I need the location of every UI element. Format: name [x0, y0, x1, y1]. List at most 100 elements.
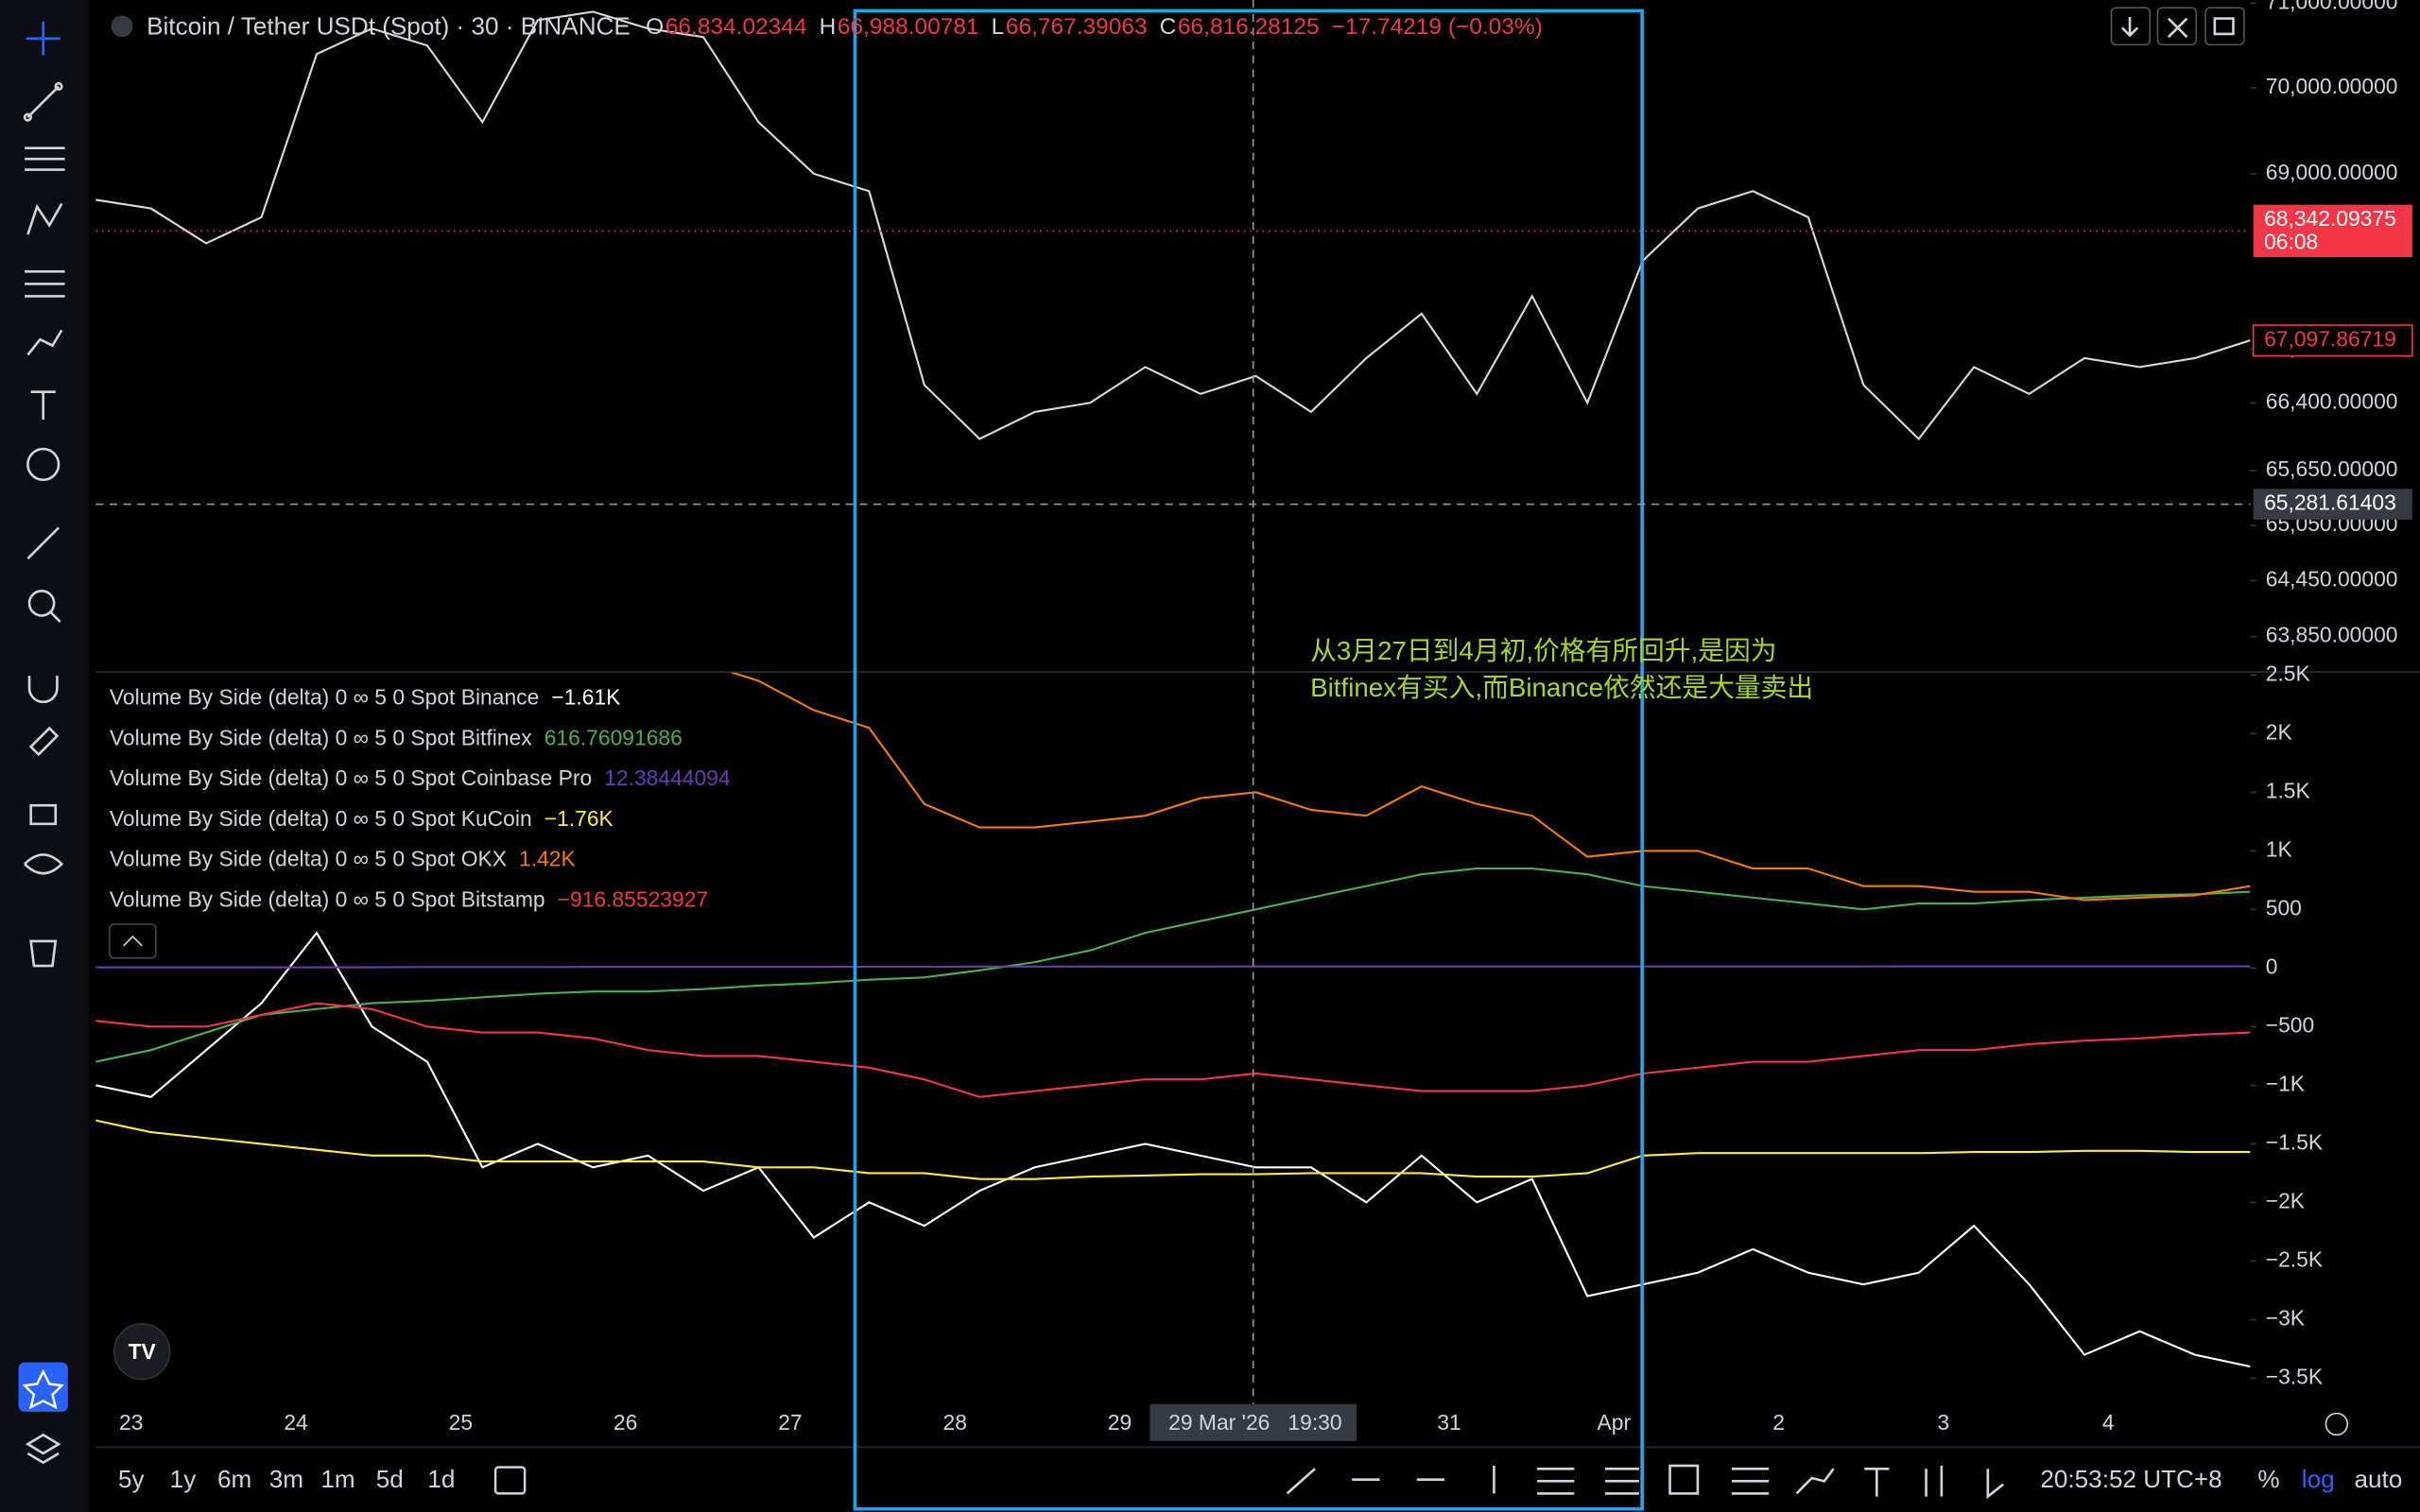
tool-icons[interactable]	[23, 21, 65, 968]
timeframe-button[interactable]: 5y	[118, 1465, 145, 1493]
x-tick-label: 3	[1938, 1410, 1950, 1435]
y-tick-label: 1K	[2266, 836, 2292, 861]
series-line	[95, 1119, 2251, 1180]
star-icon	[22, 1368, 64, 1410]
x-tick-label: 27	[778, 1410, 802, 1435]
ohlc-value: 66,988.00781	[838, 14, 979, 40]
left-toolbar	[0, 0, 90, 1512]
legend-name: Volume By Side (delta) 0 ∞ 5 0 Spot Bits…	[110, 887, 545, 912]
y-tick-label: 65,650.00000	[2266, 456, 2398, 481]
y-tick-label: 71,000.00000	[2266, 0, 2398, 14]
price-label: 68,342.09375	[2264, 206, 2396, 231]
y-tick-label: 2.5K	[2266, 661, 2310, 685]
x-tick-label: 28	[942, 1410, 966, 1435]
legend-name: Volume By Side (delta) 0 ∞ 5 0 Spot Bina…	[110, 685, 539, 710]
timeframe-button[interactable]: 1d	[427, 1465, 455, 1493]
y-tick-label: −3K	[2266, 1305, 2305, 1330]
y-tick-label: 500	[2266, 895, 2302, 919]
timeframe-button[interactable]: 3m	[269, 1465, 303, 1493]
legend-value: 1.42K	[519, 847, 576, 871]
x-tick-label: 23	[119, 1410, 143, 1435]
y-tick-label: 2K	[2266, 719, 2292, 744]
x-tick-label: 4	[2102, 1410, 2115, 1435]
chevron	[123, 935, 143, 947]
drawing-toolbar[interactable]	[1286, 1464, 2004, 1500]
clock: 20:53:52 UTC+8	[2040, 1465, 2221, 1493]
legend-name: Volume By Side (delta) 0 ∞ 5 0 Spot Bitf…	[110, 725, 532, 749]
favorites-button[interactable]	[18, 1362, 68, 1412]
legend-name: Volume By Side (delta) 0 ∞ 5 0 Spot KuCo…	[110, 806, 532, 831]
legend-name: Volume By Side (delta) 0 ∞ 5 0 Spot Coin…	[110, 765, 592, 790]
bottom-toolbar	[95, 1447, 2420, 1512]
legend-value: 12.38444094	[604, 765, 731, 790]
tv-logo[interactable]	[113, 1323, 171, 1381]
highlight-box	[853, 9, 1644, 1511]
scale-button[interactable]: auto	[2355, 1465, 2403, 1493]
x-tick-label: 2	[1772, 1410, 1785, 1435]
x-tick-label: Apr	[1598, 1410, 1632, 1435]
symbol-logo	[111, 15, 133, 38]
price-label: 65,281.61403	[2264, 490, 2396, 515]
legend-value: 616.76091686	[544, 725, 683, 749]
change: −17.74219 (−0.03%)	[1332, 14, 1543, 40]
timeframe-button[interactable]: 1y	[170, 1465, 197, 1493]
countdown: 06:08	[2264, 229, 2318, 253]
crosshair-date-bg	[1150, 1403, 1357, 1441]
y-tick-label: 0	[2266, 954, 2278, 978]
series-line	[95, 965, 2251, 969]
scale-button[interactable]: log	[2302, 1465, 2335, 1493]
button[interactable]	[2110, 7, 2152, 46]
price-label: 67,097.86719	[2264, 326, 2396, 351]
legend-value: −916.85523927	[558, 887, 708, 912]
date-range-icon[interactable]	[493, 1466, 527, 1495]
legend-value: −1.61K	[551, 685, 620, 710]
timeframe-button[interactable]: 6m	[217, 1465, 251, 1493]
legend-name: Volume By Side (delta) 0 ∞ 5 0 Spot OKX	[110, 847, 507, 871]
ohlc-key: L	[992, 14, 1005, 40]
series-line	[95, 867, 2251, 1063]
timeframe-button[interactable]: 1m	[320, 1465, 354, 1493]
top-right-buttons	[2110, 7, 2245, 46]
button-icons	[2120, 16, 2235, 39]
layers-icon[interactable]	[25, 1433, 61, 1465]
symbol-title: Bitcoin / Tether USDt (Spot) · 30 · BINA…	[147, 11, 631, 40]
price-label-bg	[2252, 324, 2413, 357]
settings-icon[interactable]	[2325, 1412, 2349, 1436]
button[interactable]	[2156, 7, 2198, 46]
y-tick-label: 1.5K	[2266, 778, 2310, 802]
ohlc-value: 66,816.28125	[1178, 14, 1320, 40]
x-tick-label: 26	[614, 1410, 637, 1435]
tv-logo-text: TV	[129, 1339, 157, 1364]
legend-value: −1.76K	[544, 806, 614, 831]
crosshair-time: 19:30	[1288, 1410, 1341, 1435]
timeframe-button[interactable]: 5d	[376, 1465, 404, 1493]
y-tick-label: −3.5K	[2266, 1364, 2323, 1388]
series-line	[95, 1002, 2251, 1098]
y-tick-label: −1.5K	[2266, 1129, 2323, 1154]
button[interactable]	[2204, 7, 2245, 46]
y-tick-label: −500	[2266, 1012, 2314, 1037]
ohlc-key: C	[1160, 14, 1177, 40]
ohlc-value: 66,834.02344	[666, 14, 807, 40]
ohlc-key: O	[646, 14, 664, 40]
y-tick-label: 66,400.00000	[2266, 388, 2398, 413]
toolbar-bg	[0, 0, 90, 1512]
ohlc-value: 66,767.39063	[1006, 14, 1148, 40]
series-line	[729, 672, 2251, 902]
crosshair-date: 29 Mar '26	[1168, 1410, 1270, 1435]
annotation: Bitfinex有买入,而Binance依然还是大量卖出	[1310, 673, 1813, 702]
x-tick-label: 25	[449, 1410, 473, 1435]
x-tick-label: 29	[1108, 1410, 1132, 1435]
y-tick-label: 63,850.00000	[2266, 623, 2398, 647]
x-tick-label: 24	[284, 1410, 308, 1435]
series-line	[95, 931, 2251, 1368]
annotation: 从3月27日到4月初,价格有所回升,是因为	[1310, 636, 1776, 665]
y-tick-label: −2K	[2266, 1188, 2305, 1212]
scale-button[interactable]: %	[2257, 1465, 2279, 1493]
series-line	[95, 10, 2251, 441]
price-label-bg	[2253, 489, 2412, 520]
collapse-legend[interactable]	[109, 923, 157, 959]
y-tick-label: 69,000.00000	[2266, 160, 2398, 184]
